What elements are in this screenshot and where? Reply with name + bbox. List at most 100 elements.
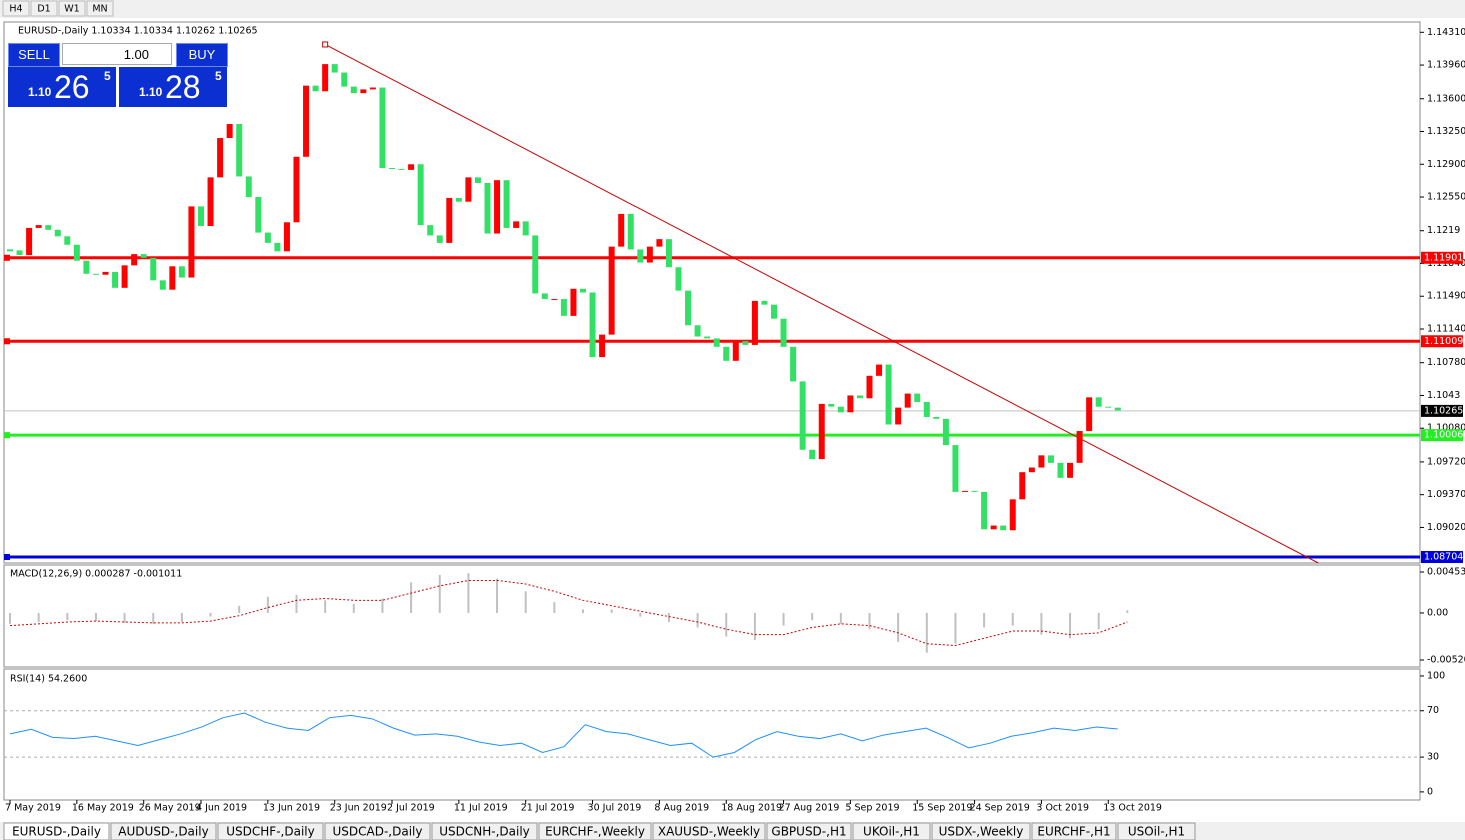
sell-price[interactable]: 1.10 26 5 bbox=[8, 67, 116, 107]
candle bbox=[1028, 467, 1035, 473]
candle bbox=[1114, 407, 1121, 411]
timeframe-label: MN bbox=[92, 4, 107, 15]
y-tick-label: 1.11140 bbox=[1427, 324, 1465, 335]
chart-tab[interactable] bbox=[324, 822, 431, 840]
price-tag bbox=[1421, 335, 1463, 348]
x-tick-label: 8 Aug 2019 bbox=[654, 803, 709, 814]
candle bbox=[990, 525, 997, 530]
x-tick-label: 16 May 2019 bbox=[72, 803, 134, 814]
candle bbox=[589, 292, 596, 358]
candle bbox=[656, 239, 663, 247]
chart-tab[interactable] bbox=[431, 822, 538, 840]
candle bbox=[962, 490, 968, 492]
candle bbox=[732, 341, 739, 361]
level-label: 1.11901 bbox=[1424, 252, 1463, 263]
candle bbox=[112, 271, 119, 288]
candle bbox=[627, 213, 634, 250]
candle bbox=[322, 64, 329, 92]
timeframe-label: W1 bbox=[64, 4, 79, 15]
macd-panel bbox=[3, 564, 1421, 668]
candle bbox=[417, 164, 424, 226]
tab-label: GBPUSD-,H1 bbox=[771, 825, 846, 839]
candle bbox=[856, 395, 863, 399]
candle bbox=[761, 300, 768, 305]
candle bbox=[274, 242, 281, 252]
chart-tab[interactable] bbox=[1117, 822, 1196, 840]
timeframe-button[interactable] bbox=[58, 0, 86, 17]
candle bbox=[914, 393, 921, 403]
y-tick-label: 100 bbox=[1427, 670, 1445, 681]
candle bbox=[446, 197, 453, 243]
tab-label: USDCNH-,Daily bbox=[439, 825, 530, 839]
y-tick-label: 1.1043 bbox=[1427, 390, 1460, 401]
candle bbox=[751, 300, 758, 345]
candle bbox=[207, 177, 214, 227]
rsi-title: RSI(14) 54.2600 bbox=[10, 674, 87, 685]
y-tick-label: 1.14310 bbox=[1427, 27, 1465, 38]
candle bbox=[1000, 525, 1007, 531]
chart-tab[interactable] bbox=[110, 822, 217, 840]
y-tick-label: 1.12550 bbox=[1427, 192, 1465, 203]
trendline[interactable] bbox=[324, 44, 1319, 564]
lots-input[interactable]: 1.00 bbox=[62, 43, 172, 65]
chart-tab[interactable] bbox=[652, 822, 766, 840]
candle bbox=[245, 176, 252, 198]
candle bbox=[379, 87, 386, 169]
chart-tab[interactable] bbox=[1031, 822, 1117, 840]
candle bbox=[1038, 455, 1045, 468]
tab-label: EURUSD-,Daily bbox=[12, 825, 101, 839]
candle bbox=[933, 416, 940, 419]
candle bbox=[1047, 455, 1054, 463]
candle bbox=[876, 364, 883, 376]
tab-label: EURCHF-,Weekly bbox=[545, 825, 645, 839]
y-tick-label: 1.12900 bbox=[1427, 159, 1465, 170]
y-tick-label: 1.13960 bbox=[1427, 60, 1465, 71]
tab-label: EURCHF-,H1 bbox=[1037, 825, 1110, 839]
rsi-panel bbox=[3, 668, 1421, 801]
level-handle bbox=[4, 338, 10, 345]
candle bbox=[818, 403, 825, 460]
candle bbox=[742, 341, 749, 345]
candle bbox=[685, 290, 692, 326]
timeframe-button[interactable] bbox=[30, 0, 58, 17]
candle bbox=[790, 346, 797, 382]
candle bbox=[580, 288, 586, 293]
candle bbox=[560, 299, 567, 316]
y-tick-label: 1.10080 bbox=[1427, 423, 1465, 434]
timeframe-button[interactable] bbox=[2, 0, 30, 17]
price-main: 26 bbox=[54, 69, 90, 105]
tab-label: XAUUSD-,Weekly bbox=[658, 825, 760, 839]
y-tick-label: 1.11490 bbox=[1427, 291, 1465, 302]
candle bbox=[942, 418, 949, 446]
chart-tab[interactable] bbox=[217, 822, 324, 840]
buy-price[interactable]: 1.10 28 5 bbox=[119, 67, 227, 107]
x-tick-label: 26 May 2019 bbox=[139, 803, 201, 814]
chart-tab[interactable] bbox=[538, 822, 652, 840]
candle bbox=[150, 257, 157, 281]
x-tick-label: 2 Jul 2019 bbox=[387, 803, 435, 814]
candle bbox=[198, 206, 204, 227]
candle bbox=[799, 381, 806, 450]
chart-tab[interactable] bbox=[931, 822, 1031, 840]
candle bbox=[952, 445, 959, 492]
candle bbox=[255, 197, 262, 233]
candle bbox=[694, 325, 701, 337]
candle bbox=[866, 375, 873, 399]
candle bbox=[532, 235, 539, 294]
candle bbox=[427, 225, 434, 236]
buy-button[interactable]: BUY bbox=[176, 43, 228, 67]
chart-tab[interactable] bbox=[766, 822, 852, 840]
candle bbox=[26, 227, 33, 256]
candle bbox=[16, 250, 23, 256]
x-tick-label: 13 Jun 2019 bbox=[263, 803, 320, 814]
chart-tab[interactable] bbox=[3, 822, 110, 840]
candle bbox=[513, 221, 520, 228]
chart-tab[interactable] bbox=[852, 822, 931, 840]
price-small: 5 bbox=[104, 69, 111, 83]
candle bbox=[1067, 462, 1074, 478]
timeframe-button[interactable] bbox=[86, 0, 114, 17]
candle bbox=[771, 304, 777, 319]
candle bbox=[369, 87, 376, 90]
level-handle bbox=[4, 554, 10, 561]
sell-button[interactable]: SELL bbox=[8, 43, 60, 67]
